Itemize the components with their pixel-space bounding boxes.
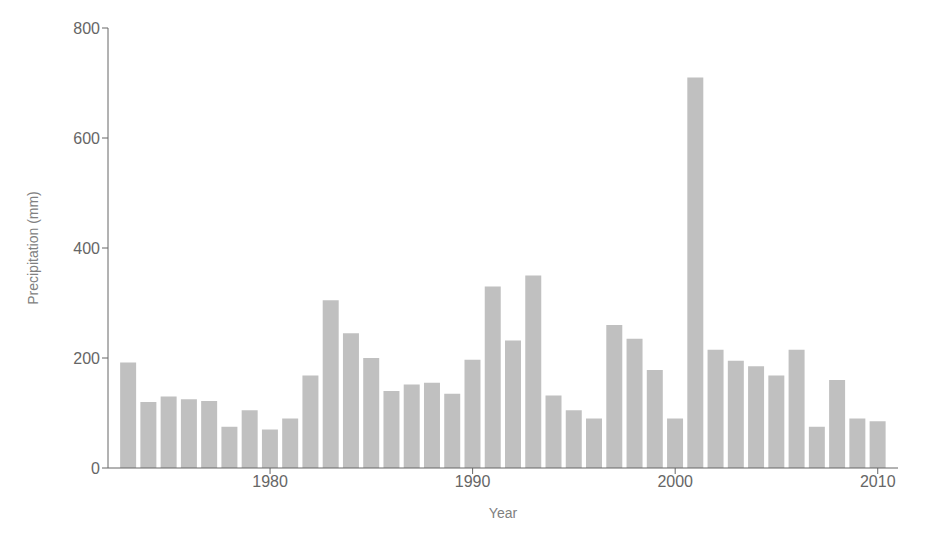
svg-text:200: 200 — [73, 350, 100, 367]
svg-text:2000: 2000 — [657, 473, 693, 490]
svg-text:Precipitation (mm): Precipitation (mm) — [25, 191, 41, 305]
svg-text:0: 0 — [91, 460, 100, 477]
svg-text:1990: 1990 — [455, 473, 491, 490]
svg-text:1980: 1980 — [252, 473, 288, 490]
svg-text:Year: Year — [489, 505, 518, 521]
svg-text:400: 400 — [73, 240, 100, 257]
svg-text:800: 800 — [73, 20, 100, 37]
svg-text:2010: 2010 — [860, 473, 896, 490]
svg-text:600: 600 — [73, 130, 100, 147]
